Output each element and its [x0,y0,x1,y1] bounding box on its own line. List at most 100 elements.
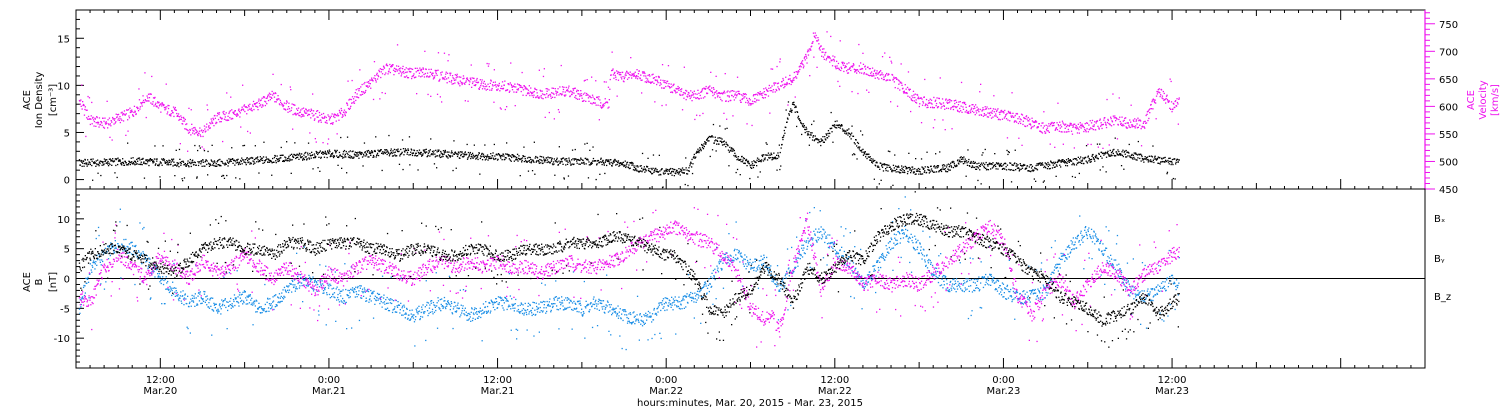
data-point [892,164,895,166]
data-point [741,98,744,100]
data-point [600,102,602,104]
data-point [270,96,272,99]
data-point [525,159,527,162]
data-point [182,161,185,163]
data-point [355,154,357,156]
data-point [928,169,930,171]
data-point [595,178,597,181]
data-point [936,165,939,167]
data-point [200,135,202,138]
data-point [871,160,873,162]
data-point [829,132,831,135]
data-point [941,105,943,108]
data-point [332,123,334,125]
data-point [199,147,201,149]
data-point [690,162,692,164]
data-point [673,168,675,171]
data-point [1044,165,1046,167]
data-point [309,132,311,134]
data-point [183,120,186,122]
data-point [961,111,963,113]
data-point [631,77,633,79]
data-point [574,87,576,89]
data-point [711,87,713,89]
data-point [1178,98,1180,100]
data-point [664,172,666,174]
data-point [699,114,701,117]
data-point [449,156,451,158]
data-point [860,150,862,152]
data-point [126,109,128,111]
data-point [1148,159,1150,161]
data-point [629,167,631,169]
data-point [84,108,86,111]
data-point [386,149,388,151]
data-point [450,155,452,157]
data-point [292,155,294,157]
data-point [906,167,908,169]
data-point [826,57,828,60]
data-point [1168,101,1170,103]
data-point [598,161,600,164]
data-point [846,132,848,134]
data-point [778,88,780,90]
data-point [1066,165,1069,167]
data-point [1137,117,1139,119]
data-point [941,168,943,170]
data-point [835,66,837,68]
data-point [1164,156,1166,159]
data-point [1059,121,1061,123]
data-point [239,112,241,114]
data-point [375,136,377,138]
data-point [666,80,669,82]
data-point [519,86,521,88]
data-point [408,136,411,138]
data-point [426,155,429,157]
data-point [1087,155,1089,157]
data-point [449,155,451,157]
data-point [455,79,457,81]
data-point [516,91,518,93]
data-point [636,75,638,77]
data-point [896,166,899,168]
data-point [860,130,862,132]
data-point [1006,112,1008,115]
data-point [776,65,778,68]
data-point [504,157,506,159]
data-point [501,154,503,157]
data-point [456,75,458,77]
data-point [338,109,341,112]
data-point [281,103,283,105]
data-point [214,161,216,163]
data-point [399,155,401,157]
data-point [451,79,453,82]
data-point [322,151,324,153]
data-point [1158,88,1160,90]
data-point [148,97,151,99]
data-point [381,73,384,75]
data-point [620,76,622,78]
data-point [1033,125,1035,127]
data-point [508,154,510,156]
data-point [1136,159,1138,161]
data-point [963,160,965,162]
data-point [194,144,196,147]
data-point [121,164,123,166]
data-point [496,89,498,91]
data-point [623,81,625,83]
data-point [351,156,353,158]
data-point [419,69,421,71]
data-point [1001,118,1004,120]
data-point [1170,108,1172,110]
data-point [589,149,591,151]
data-point [651,172,654,175]
data-point [542,98,544,100]
data-point [1005,162,1007,165]
data-point [648,168,650,170]
data-point [1140,153,1142,155]
data-point [268,159,270,161]
data-point [886,79,889,81]
data-point [567,161,569,163]
data-point [702,145,704,147]
data-point [116,176,118,179]
